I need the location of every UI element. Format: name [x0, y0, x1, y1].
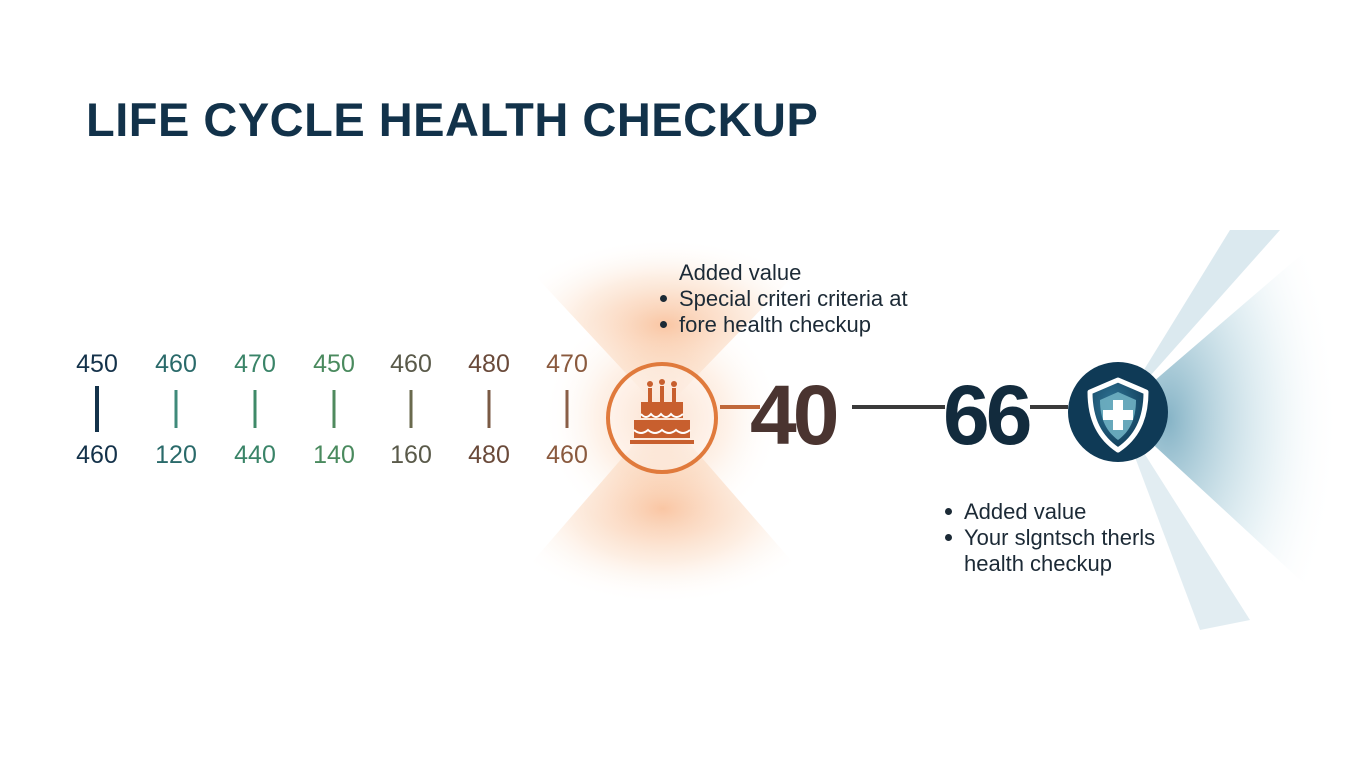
- tick-label-top: 470: [546, 350, 588, 378]
- tick-label-top: 470: [234, 350, 276, 378]
- milestone-number-66: 66: [943, 368, 1032, 462]
- tick-label-bottom: 440: [234, 441, 276, 469]
- cake-notes: Added value Special criteri criteria at …: [660, 260, 908, 338]
- bullet-icon: [660, 320, 667, 328]
- shield-note-item: Added value: [945, 499, 1155, 525]
- bullet-icon: [945, 533, 952, 541]
- cake-note-heading: Added value: [679, 260, 802, 285]
- timeline-ticks: [95, 386, 569, 432]
- shield-note-text: Your slgntsch therls: [964, 525, 1156, 550]
- cake-note-text: Special criteri criteria at: [679, 286, 908, 311]
- shield-notes: Added value Your slgntsch therls health …: [945, 499, 1155, 577]
- shield-note-continuation: health checkup: [945, 551, 1155, 577]
- blue-glow: [1118, 200, 1365, 640]
- tick-label-bottom: 480: [468, 441, 510, 469]
- shield-plus-icon: [1068, 362, 1168, 462]
- tick-label-bottom: 160: [390, 441, 432, 469]
- tick-label-bottom: 120: [155, 441, 197, 469]
- shield-note-item: Your slgntsch therls: [945, 525, 1155, 551]
- shield-note-text: health checkup: [964, 551, 1112, 576]
- cake-note-text: fore health checkup: [679, 312, 872, 337]
- milestone-number-40: 40: [750, 368, 839, 462]
- bullet-icon: [945, 507, 952, 515]
- tick-label-top: 460: [155, 350, 197, 378]
- tick-label-top: 450: [313, 350, 355, 378]
- tick-label-top: 480: [468, 350, 510, 378]
- tick-label-bottom: 460: [76, 441, 118, 469]
- tick-label-bottom: 140: [313, 441, 355, 469]
- tick-label-bottom: 460: [546, 441, 588, 469]
- tick-label-top: 460: [390, 350, 432, 378]
- cake-note-item: Special criteri criteria at: [660, 286, 908, 312]
- birthday-cake-icon: [606, 362, 718, 474]
- page-title: LIFE CYCLE HEALTH CHECKUP: [86, 93, 819, 146]
- cake-note-item: fore health checkup: [660, 312, 908, 338]
- shield-note-text: Added value: [964, 499, 1087, 524]
- bullet-icon: [660, 294, 667, 302]
- tick-label-top: 450: [76, 350, 118, 378]
